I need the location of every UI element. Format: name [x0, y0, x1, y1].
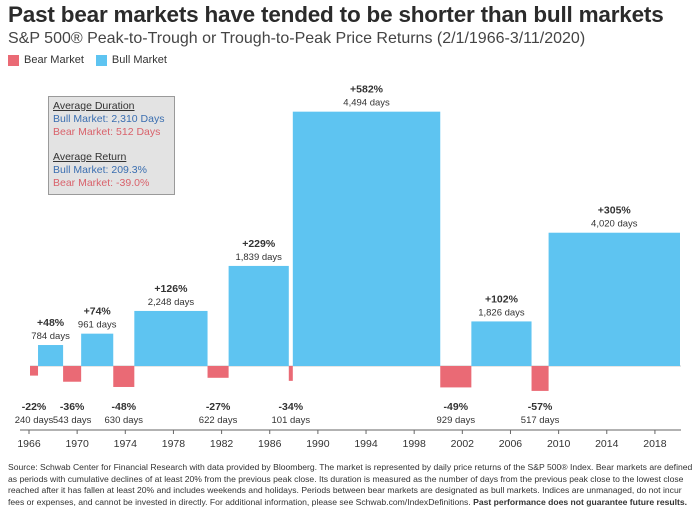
x-tick-label-2002: 2002 [451, 438, 475, 450]
bear-bar-label-2: -36% [60, 401, 85, 413]
average-duration-title: Average Duration [53, 100, 135, 112]
bear-bar-6 [440, 366, 472, 388]
bull-bar-days-2: 961 days [78, 320, 117, 331]
x-tick-label-1974: 1974 [114, 438, 138, 450]
disclaimer-text: Past performance does not guarantee futu… [473, 496, 688, 507]
x-tick-label-1970: 1970 [65, 438, 89, 450]
bear-bar-days-4: 622 days [199, 415, 238, 426]
bull-bar-label-6: +102% [485, 293, 519, 305]
source-note: Source: Schwab Center for Financial Rese… [8, 462, 694, 508]
average-return-bull: Bull Market: 209.3% [53, 164, 147, 176]
bull-bar-label-4: +229% [242, 238, 276, 250]
bear-bar-days-1: 240 days [15, 415, 54, 426]
bull-bar-2 [81, 333, 114, 366]
x-tick-label-1982: 1982 [210, 438, 234, 450]
bull-bar-days-6: 1,826 days [478, 307, 525, 318]
bull-bar-3 [134, 310, 208, 366]
bull-bar-4 [228, 265, 289, 366]
legend-swatch-bull [95, 54, 107, 66]
x-tick-label-1986: 1986 [258, 438, 282, 450]
x-tick-label-1990: 1990 [306, 438, 330, 450]
bear-bar-label-1: -22% [22, 401, 47, 413]
bear-bar-7 [531, 366, 549, 391]
bear-bar-days-2: 543 days [53, 415, 92, 426]
bear-bar-label-7: -57% [528, 401, 553, 413]
bull-bar-label-7: +305% [598, 205, 632, 217]
source-text: Source: Schwab Center for Financial Rese… [8, 462, 693, 507]
bull-bar-days-7: 4,020 days [591, 219, 638, 230]
chart-title: Past bear markets have tended to be shor… [8, 2, 664, 27]
bear-bar-label-4: -27% [206, 401, 231, 413]
x-tick-label-2010: 2010 [547, 438, 571, 450]
bull-bar-7 [548, 232, 680, 366]
legend-label-bear: Bear Market [24, 54, 84, 66]
legend-item-bear: Bear Market [8, 54, 84, 66]
x-tick-label-1994: 1994 [354, 438, 378, 450]
average-duration-bull: Bull Market: 2,310 Days [53, 113, 165, 125]
bear-bar-days-3: 630 days [105, 415, 144, 426]
bear-bar-days-6: 929 days [437, 415, 476, 426]
bear-bar-2 [63, 366, 82, 382]
average-return-bear: Bear Market: -39.0% [53, 177, 150, 189]
bear-bar-5 [288, 366, 293, 381]
bear-bar-4 [207, 366, 229, 378]
x-tick-label-1966: 1966 [17, 438, 41, 450]
legend: Bear Market Bull Market [8, 54, 179, 66]
bull-bar-6 [471, 321, 532, 366]
x-tick-label-2018: 2018 [643, 438, 667, 450]
average-duration-bear: Bear Market: 512 Days [53, 126, 161, 138]
bull-bar-label-2: +74% [84, 306, 112, 318]
bull-bar-label-5: +582% [350, 84, 384, 96]
x-tick-label-1998: 1998 [403, 438, 427, 450]
bear-bar-label-3: -48% [112, 401, 137, 413]
bull-bar-5 [292, 111, 441, 366]
bull-bar-1 [38, 345, 64, 366]
legend-swatch-bear [8, 54, 19, 66]
x-tick-label-1978: 1978 [162, 438, 186, 450]
x-tick-label-2006: 2006 [499, 438, 523, 450]
bull-bar-days-3: 2,248 days [148, 297, 195, 308]
bear-bar-1 [30, 366, 39, 376]
bear-bar-3 [113, 366, 135, 387]
averages-box: Average Duration Bull Market: 2,310 Days… [48, 96, 175, 195]
bull-bar-label-1: +48% [37, 317, 65, 329]
chart-subtitle: S&P 500® Peak-to-Trough or Trough-to-Pea… [8, 30, 586, 47]
x-tick-label-2014: 2014 [595, 438, 619, 450]
bear-bar-label-6: -49% [444, 401, 469, 413]
chart-plot: -22% 240 days -36% 543 days -48% 630 days -27%… [15, 84, 681, 450]
bull-bar-days-4: 1,839 days [235, 252, 282, 263]
average-return-title: Average Return [53, 151, 127, 163]
bear-bar-days-5: 101 days [272, 415, 311, 426]
bull-bar-days-5: 4,494 days [343, 98, 390, 109]
legend-item-bull: Bull Market [95, 54, 167, 66]
bear-bar-days-7: 517 days [521, 415, 560, 426]
bear-bar-label-5: -34% [279, 401, 304, 413]
legend-label-bull: Bull Market [111, 54, 167, 66]
bull-bar-label-3: +126% [154, 283, 188, 295]
bull-bar-days-1: 784 days [31, 331, 70, 342]
